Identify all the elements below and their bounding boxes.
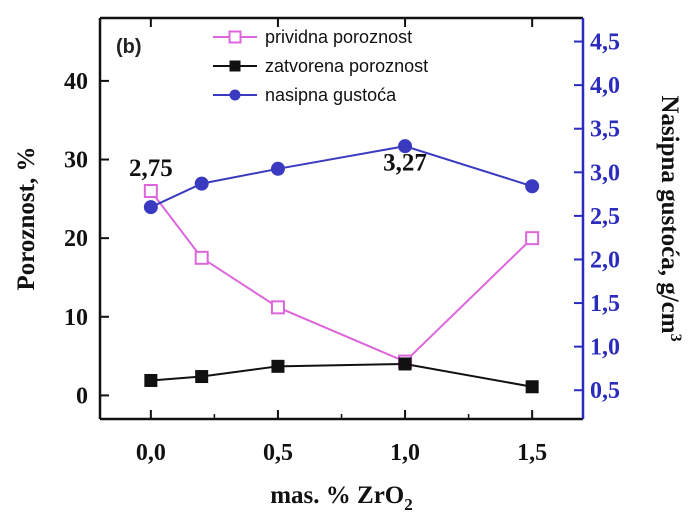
data-point (271, 359, 285, 373)
y-right-tick-label: 4,0 (590, 73, 620, 99)
y-right-tick-label: 3,5 (590, 117, 620, 143)
x-tick-label: 0,5 (263, 440, 293, 466)
y-right-tick-label: 4,5 (590, 30, 620, 56)
data-point (270, 300, 285, 315)
data-point (194, 176, 209, 191)
legend-label: zatvorena poroznost (265, 56, 428, 76)
legend-marker (229, 60, 241, 72)
data-point (144, 373, 158, 387)
data-point (398, 139, 413, 154)
data-point (270, 161, 285, 176)
y-right-tick-label: 2,0 (590, 247, 620, 273)
series-layer: 2,75 3,27 (129, 139, 540, 394)
panel-label: (b) (116, 36, 142, 58)
legend-entry-1: zatvorena poroznost (213, 56, 428, 76)
data-label: 2,75 (129, 155, 173, 182)
y-left-tick-label: 10 (64, 305, 88, 331)
axes: 0,0 0,5 1,0 1,5 0 10 20 30 40 0,5 1,0 1,5 2,0 2,5 3,0 3… (13, 16, 684, 514)
y-left-tick-label: 0 (76, 383, 88, 409)
data-point (194, 250, 209, 265)
y-right-tick-label: 1,0 (590, 335, 620, 361)
data-point (143, 183, 158, 198)
x-tick-label: 0,0 (136, 440, 166, 466)
data-point (525, 179, 540, 194)
legend-marker (229, 89, 241, 101)
legend-label: prividna poroznost (265, 27, 412, 47)
data-point (398, 357, 412, 371)
y-left-axis-title: Poroznost, % (13, 147, 40, 291)
data-point (195, 370, 209, 384)
data-point (525, 380, 539, 394)
y-right-tick-label: 2,5 (590, 204, 620, 230)
series-1 (144, 357, 539, 394)
x-axis-title: mas. % ZrO2 (270, 482, 413, 514)
y-right-axis-title: Nasipna gustoća, g/cm3 (656, 95, 684, 341)
data-point (143, 200, 158, 215)
data-label: 3,27 (383, 150, 427, 177)
y-left-tick-label: 20 (64, 226, 88, 252)
legend-label: nasipna gustoća (265, 85, 397, 105)
y-right-tick-label: 3,0 (590, 160, 620, 186)
x-tick-label: 1,5 (517, 440, 547, 466)
legend-entry-2: nasipna gustoća (213, 85, 397, 105)
data-point (525, 231, 540, 246)
series-0 (143, 183, 540, 369)
legend-marker (228, 30, 242, 44)
y-right-tick-label: 1,5 (590, 291, 620, 317)
series-line (150, 145, 533, 209)
series-2 (143, 139, 540, 215)
y-right-tick-label: 0,5 (590, 378, 620, 404)
legend-entry-0: prividna poroznost (213, 27, 412, 47)
x-tick-label: 1,0 (390, 440, 420, 466)
y-left-tick-label: 30 (64, 148, 88, 174)
y-left-tick-label: 40 (64, 69, 88, 95)
series-line (150, 190, 533, 363)
legend: prividna poroznost zatvorena poroznost nas… (213, 27, 428, 105)
